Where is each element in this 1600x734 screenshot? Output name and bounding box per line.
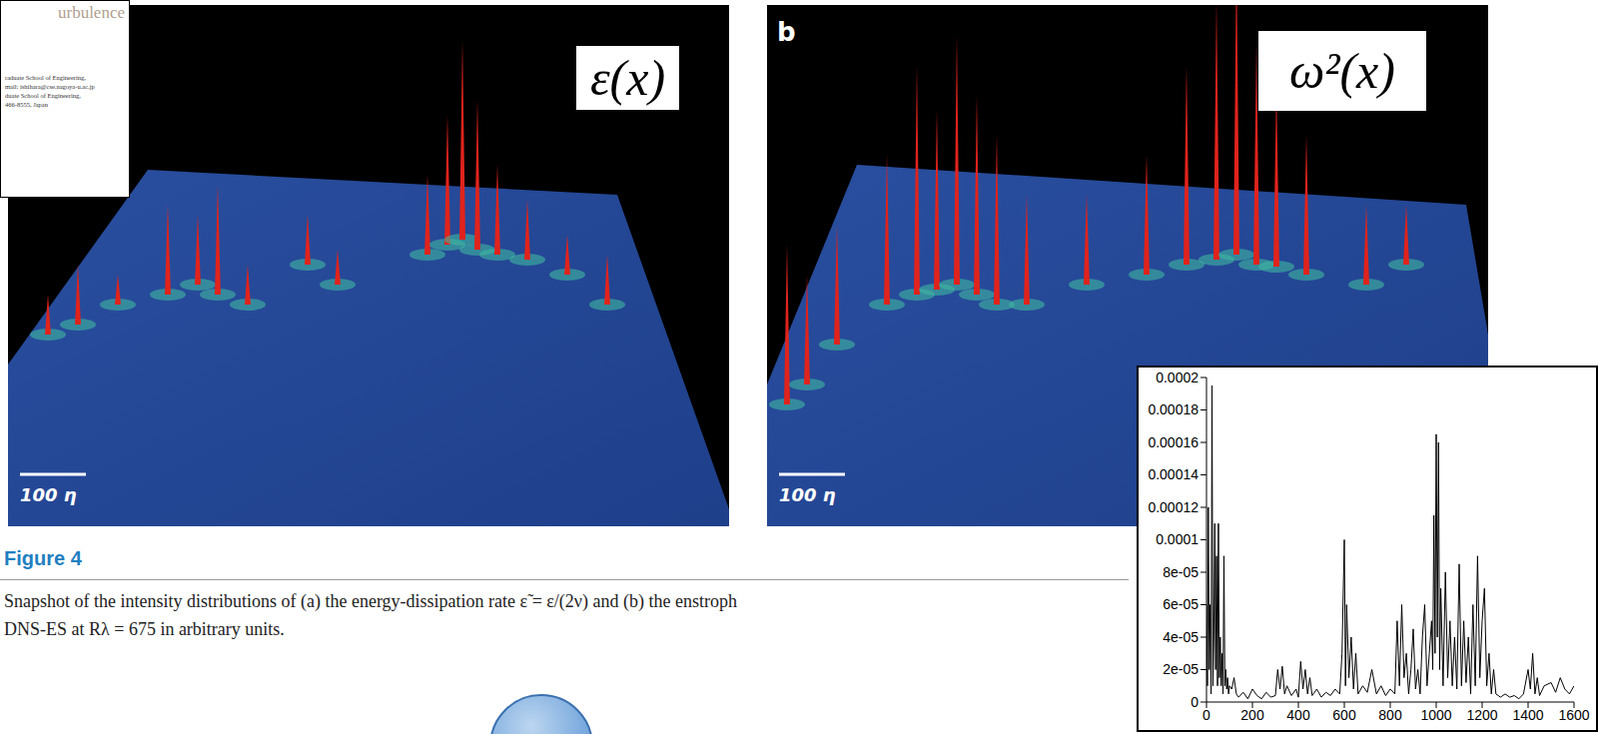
- svg-text:0.00012: 0.00012: [1147, 499, 1199, 516]
- svg-text:200: 200: [1240, 707, 1265, 724]
- svg-text:0.0002: 0.0002: [1155, 369, 1199, 386]
- svg-text:800: 800: [1378, 707, 1403, 724]
- html-text:b: b: [777, 16, 796, 47]
- svg-text:0.0001: 0.0001: [1155, 531, 1199, 548]
- html-text:ε(x): ε(x): [590, 49, 666, 106]
- svg-text:1400: 1400: [1512, 707, 1544, 724]
- svg-text:0.00014: 0.00014: [1147, 466, 1199, 483]
- svg-text:600: 600: [1332, 707, 1357, 724]
- svg-text:8e-05: 8e-05: [1162, 564, 1199, 581]
- html-text:Figure 4: Figure 4: [3, 547, 82, 570]
- html-text:Snapshot of the intensity dist: Snapshot of the intensity distributions …: [3, 591, 737, 612]
- svg-text:0: 0: [1190, 694, 1199, 711]
- html-text:duate School of Engineering,: duate School of Engineering,: [4, 91, 81, 99]
- svg-text:6e-05: 6e-05: [1162, 596, 1199, 613]
- svg-text:0: 0: [1202, 707, 1211, 724]
- html-text:466-8555, Japan: 466-8555, Japan: [4, 100, 48, 108]
- html-text:mail: ishihara@cse.nagoya-u.ac: mail: ishihara@cse.nagoya-u.ac.jp: [4, 82, 95, 90]
- svg-text:2e-05: 2e-05: [1162, 661, 1199, 678]
- svg-text:400: 400: [1286, 707, 1311, 724]
- html-text:DNS-ES at Rλ = 675 in arbitrar: DNS-ES at Rλ = 675 in arbitrary units.: [3, 619, 285, 640]
- svg-text:0.00018: 0.00018: [1147, 401, 1199, 418]
- svg-text:0.00016: 0.00016: [1147, 434, 1199, 451]
- html-text:100 η: 100 η: [779, 484, 836, 506]
- html-text:100 η: 100 η: [19, 484, 77, 506]
- svg-text:1200: 1200: [1466, 707, 1498, 724]
- svg-text:1000: 1000: [1420, 707, 1452, 724]
- html-text:raduate School of Engineering,: raduate School of Engineering,: [4, 73, 86, 81]
- html-text:ω²(x): ω²(x): [1289, 42, 1396, 99]
- svg-text:1600: 1600: [1558, 707, 1590, 724]
- html-text:urbulence: urbulence: [57, 2, 125, 22]
- svg-text:4e-05: 4e-05: [1162, 629, 1199, 646]
